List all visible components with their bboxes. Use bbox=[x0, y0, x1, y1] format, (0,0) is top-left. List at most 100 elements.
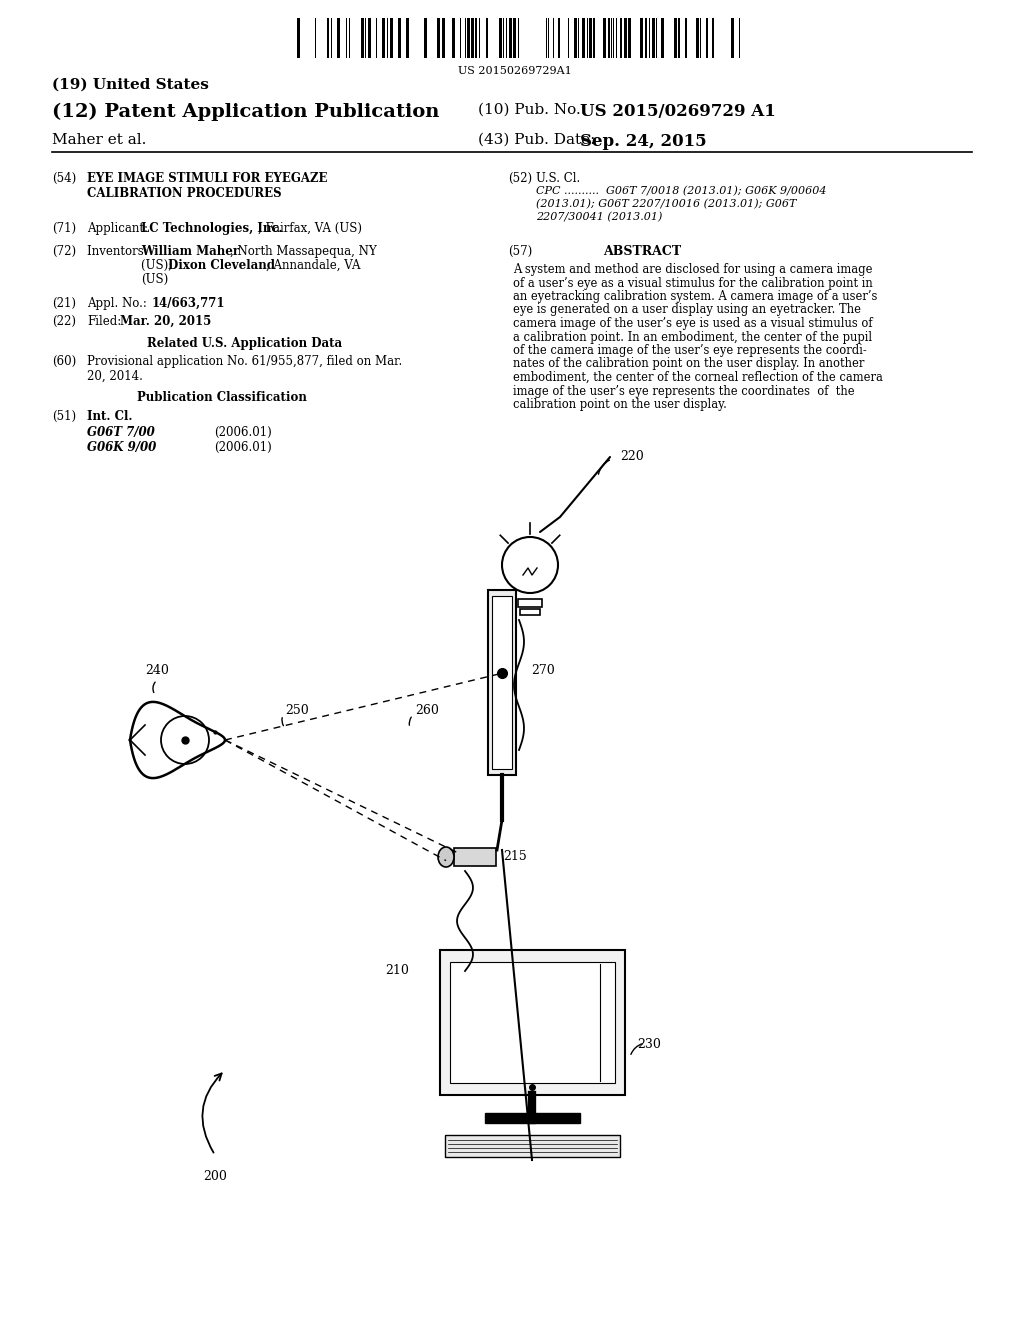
Text: Maher et al.: Maher et al. bbox=[52, 133, 146, 147]
Bar bbox=[640, 18, 643, 58]
Bar bbox=[608, 18, 610, 58]
Bar bbox=[662, 18, 664, 58]
Bar bbox=[440, 950, 625, 1096]
Text: U.S. Cl.: U.S. Cl. bbox=[536, 172, 581, 185]
Bar bbox=[452, 18, 455, 58]
Text: 260: 260 bbox=[415, 704, 439, 717]
Bar bbox=[628, 18, 631, 58]
Bar bbox=[685, 18, 687, 58]
Text: 270: 270 bbox=[531, 664, 555, 676]
Text: calibration point on the user display.: calibration point on the user display. bbox=[513, 399, 727, 411]
Text: (54): (54) bbox=[52, 172, 76, 185]
Text: 220: 220 bbox=[620, 450, 644, 463]
Text: (60): (60) bbox=[52, 355, 76, 368]
Bar bbox=[467, 18, 470, 58]
Bar bbox=[509, 18, 512, 58]
Text: William Maher: William Maher bbox=[141, 246, 240, 257]
Text: , Annandale, VA: , Annandale, VA bbox=[266, 259, 360, 272]
Bar bbox=[424, 18, 427, 58]
Bar bbox=[297, 18, 300, 58]
Bar bbox=[445, 1135, 620, 1158]
Bar bbox=[574, 18, 577, 58]
Bar bbox=[513, 18, 516, 58]
Bar bbox=[361, 18, 364, 58]
Text: US 20150269729A1: US 20150269729A1 bbox=[458, 66, 571, 77]
Text: (21): (21) bbox=[52, 297, 76, 310]
Text: (43) Pub. Date:: (43) Pub. Date: bbox=[478, 133, 595, 147]
Bar bbox=[475, 18, 477, 58]
Text: (12) Patent Application Publication: (12) Patent Application Publication bbox=[52, 103, 439, 121]
Text: 200: 200 bbox=[203, 1170, 227, 1183]
Bar bbox=[520, 609, 540, 615]
Text: , Fairfax, VA (US): , Fairfax, VA (US) bbox=[258, 222, 362, 235]
Bar bbox=[603, 18, 606, 58]
Bar bbox=[620, 18, 622, 58]
Bar bbox=[337, 18, 340, 58]
Text: 14/663,771: 14/663,771 bbox=[152, 297, 225, 310]
Text: 215: 215 bbox=[503, 850, 526, 863]
Text: (2013.01); G06T 2207/10016 (2013.01); G06T: (2013.01); G06T 2207/10016 (2013.01); G0… bbox=[536, 199, 797, 210]
Text: Dixon Cleveland: Dixon Cleveland bbox=[168, 259, 275, 272]
Bar bbox=[368, 18, 371, 58]
Text: 240: 240 bbox=[145, 664, 169, 676]
Bar bbox=[712, 18, 714, 58]
Text: (22): (22) bbox=[52, 315, 76, 327]
Bar bbox=[450, 962, 615, 1082]
Text: (57): (57) bbox=[508, 246, 532, 257]
Bar bbox=[678, 18, 680, 58]
Text: CPC ..........  G06T 7/0018 (2013.01); G06K 9/00604: CPC .......... G06T 7/0018 (2013.01); G0… bbox=[536, 186, 826, 197]
Text: eye is generated on a user display using an eyetracker. The: eye is generated on a user display using… bbox=[513, 304, 861, 317]
Text: (2006.01): (2006.01) bbox=[214, 441, 271, 454]
Bar bbox=[589, 18, 592, 58]
Bar bbox=[327, 18, 329, 58]
Text: ABSTRACT: ABSTRACT bbox=[603, 246, 681, 257]
Bar bbox=[485, 1113, 580, 1123]
Bar bbox=[593, 18, 595, 58]
Text: (2006.01): (2006.01) bbox=[214, 426, 271, 440]
Text: Related U.S. Application Data: Related U.S. Application Data bbox=[147, 337, 342, 350]
Bar bbox=[674, 18, 677, 58]
Text: (51): (51) bbox=[52, 411, 76, 422]
Text: Sep. 24, 2015: Sep. 24, 2015 bbox=[580, 133, 707, 150]
Bar bbox=[398, 18, 401, 58]
Bar bbox=[382, 18, 385, 58]
Text: Int. Cl.: Int. Cl. bbox=[87, 411, 132, 422]
Text: , North Massapequa, NY: , North Massapequa, NY bbox=[230, 246, 377, 257]
Text: (19) United States: (19) United States bbox=[52, 78, 209, 92]
Text: an eyetracking calibration system. A camera image of a user’s: an eyetracking calibration system. A cam… bbox=[513, 290, 878, 304]
Text: Appl. No.:: Appl. No.: bbox=[87, 297, 151, 310]
Text: 210: 210 bbox=[385, 965, 409, 978]
Text: G06K 9/00: G06K 9/00 bbox=[87, 441, 157, 454]
Bar bbox=[582, 18, 585, 58]
Bar bbox=[731, 18, 734, 58]
Text: embodiment, the center of the corneal reflection of the camera: embodiment, the center of the corneal re… bbox=[513, 371, 883, 384]
Ellipse shape bbox=[438, 847, 454, 867]
Bar bbox=[518, 599, 542, 607]
Bar bbox=[499, 18, 502, 58]
Text: (US);: (US); bbox=[141, 259, 176, 272]
Text: of a user’s eye as a visual stimulus for the calibration point in: of a user’s eye as a visual stimulus for… bbox=[513, 276, 872, 289]
Bar bbox=[486, 18, 488, 58]
Bar bbox=[558, 18, 560, 58]
Bar bbox=[696, 18, 699, 58]
Text: LC Technologies, Inc.: LC Technologies, Inc. bbox=[141, 222, 283, 235]
Text: Publication Classification: Publication Classification bbox=[137, 391, 307, 404]
Text: G06T 7/00: G06T 7/00 bbox=[87, 426, 155, 440]
Bar bbox=[492, 597, 512, 770]
Bar bbox=[454, 847, 496, 866]
Bar bbox=[471, 18, 474, 58]
Text: of the camera image of the user’s eye represents the coordi-: of the camera image of the user’s eye re… bbox=[513, 345, 866, 356]
Bar bbox=[488, 590, 516, 775]
Text: US 2015/0269729 A1: US 2015/0269729 A1 bbox=[580, 103, 776, 120]
Text: A system and method are disclosed for using a camera image: A system and method are disclosed for us… bbox=[513, 263, 872, 276]
Text: nates of the calibration point on the user display. In another: nates of the calibration point on the us… bbox=[513, 358, 864, 371]
Bar bbox=[645, 18, 647, 58]
Bar bbox=[406, 18, 409, 58]
Bar bbox=[624, 18, 627, 58]
Text: image of the user’s eye represents the coordinates  of  the: image of the user’s eye represents the c… bbox=[513, 384, 855, 397]
Text: camera image of the user’s eye is used as a visual stimulus of: camera image of the user’s eye is used a… bbox=[513, 317, 872, 330]
Text: 250: 250 bbox=[285, 704, 309, 717]
Text: (US): (US) bbox=[141, 273, 168, 286]
Text: (72): (72) bbox=[52, 246, 76, 257]
Text: 2207/30041 (2013.01): 2207/30041 (2013.01) bbox=[536, 213, 663, 222]
